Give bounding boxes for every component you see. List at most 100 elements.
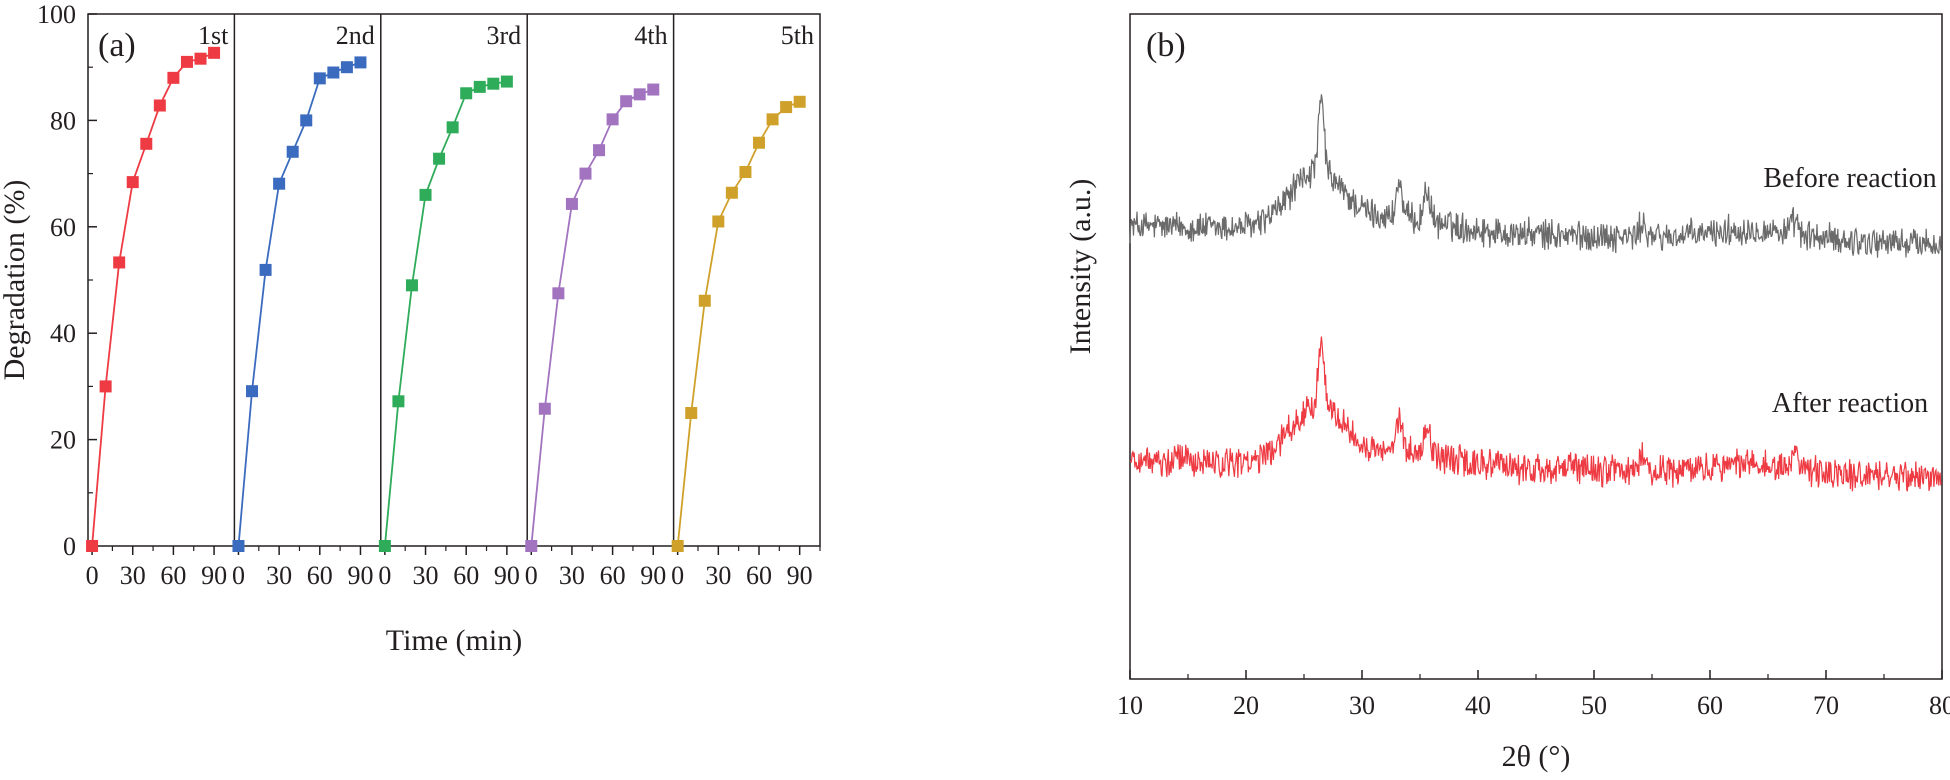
panel-a-degradation-cycles: 0 20 40 60 80 100 0 30 60 90 1st 0 30 60 90 2nd 0 30 60 90 3… — [0, 0, 821, 657]
data-point-4th — [620, 95, 633, 108]
x-tick-label-a: 30 — [120, 561, 146, 590]
panel-label-b: (b) — [1146, 27, 1186, 64]
data-point-1st — [194, 52, 207, 65]
data-point-5th — [793, 95, 806, 108]
data-point-2nd — [273, 177, 286, 190]
plot-frame-b — [1129, 13, 1943, 680]
x-tick-label-b: 60 — [1697, 691, 1723, 720]
x-tick-label-a: 60 — [160, 561, 186, 590]
x-tick-label-a: 90 — [640, 561, 666, 590]
data-point-1st — [153, 99, 166, 112]
series-line-4th — [530, 88, 654, 547]
x-tick-label-a: 30 — [705, 561, 731, 590]
data-point-1st — [180, 55, 193, 68]
x-tick-label-a: 30 — [266, 561, 292, 590]
data-point-4th — [579, 167, 592, 180]
data-point-2nd — [246, 385, 259, 398]
curve-label-after-reaction: After reaction — [1772, 388, 1928, 419]
x-tick-label-b: 80 — [1929, 691, 1950, 720]
data-point-3rd — [378, 540, 391, 552]
data-point-2nd — [300, 114, 313, 127]
data-point-3rd — [419, 188, 432, 201]
data-point-3rd — [473, 80, 486, 93]
data-point-3rd — [500, 75, 513, 88]
series-line-1st — [91, 51, 215, 547]
data-point-1st — [86, 540, 99, 552]
data-point-5th — [671, 540, 684, 552]
data-point-5th — [725, 186, 738, 199]
data-point-1st — [140, 137, 153, 150]
series-line-2nd — [237, 61, 361, 547]
y-tick-label-a: 80 — [50, 106, 76, 135]
y-tick-label-a: 60 — [50, 213, 76, 242]
data-point-3rd — [487, 77, 500, 90]
panel-label-a: (a) — [98, 27, 136, 64]
series-line-3rd — [384, 80, 508, 547]
x-axis-title-b: 2θ (°) — [1502, 740, 1571, 773]
x-tick-label-b: 20 — [1233, 691, 1259, 720]
y-tick-label-a: 40 — [50, 319, 76, 348]
panel-b-xrd-patterns: 10 20 30 40 50 60 70 80 Before reaction After rea… — [1064, 13, 1950, 773]
x-tick-label-a: 0 — [86, 561, 99, 590]
x-tick-label-a: 30 — [413, 561, 439, 590]
data-point-1st — [208, 46, 221, 59]
data-point-3rd — [446, 121, 459, 134]
x-tick-label-a: 60 — [307, 561, 333, 590]
data-point-2nd — [232, 540, 245, 552]
x-tick-label-a: 0 — [378, 561, 391, 590]
data-point-3rd — [460, 87, 473, 100]
data-point-5th — [739, 166, 752, 179]
x-tick-label-b: 70 — [1813, 691, 1839, 720]
data-point-4th — [565, 197, 578, 210]
data-point-4th — [552, 287, 565, 300]
y-tick-label-a: 0 — [63, 532, 76, 561]
cycle-label-1st: 1st — [198, 21, 229, 50]
x-tick-label-a: 0 — [525, 561, 538, 590]
xrd-trace-before-reaction — [1129, 94, 1943, 258]
x-tick-label-b: 40 — [1465, 691, 1491, 720]
data-point-4th — [647, 83, 660, 96]
x-tick-label-a: 30 — [559, 561, 585, 590]
x-tick-label-b: 30 — [1349, 691, 1375, 720]
x-tick-label-a: 90 — [787, 561, 813, 590]
cycle-label-5th: 5th — [781, 21, 814, 50]
y-tick-label-a: 100 — [37, 0, 76, 29]
cycle-label-4th: 4th — [634, 21, 667, 50]
data-point-2nd — [354, 56, 367, 69]
data-point-1st — [126, 176, 139, 189]
x-tick-label-a: 60 — [600, 561, 626, 590]
data-point-3rd — [433, 152, 446, 165]
data-point-5th — [698, 294, 711, 307]
data-point-5th — [712, 215, 725, 228]
series-line-5th — [676, 100, 801, 547]
data-point-4th — [525, 540, 538, 552]
data-point-2nd — [313, 72, 326, 85]
data-point-5th — [753, 136, 765, 149]
x-tick-label-a: 90 — [201, 561, 227, 590]
cycle-label-3rd: 3rd — [487, 21, 522, 50]
x-tick-label-b: 50 — [1581, 691, 1607, 720]
curve-label-before-reaction: Before reaction — [1763, 163, 1936, 194]
data-point-5th — [780, 101, 793, 114]
y-axis-title-a: Degradation (%) — [0, 180, 31, 381]
data-point-2nd — [259, 263, 272, 276]
plot-frame-a — [87, 13, 821, 547]
x-tick-label-a: 0 — [671, 561, 684, 590]
xrd-trace-after-reaction — [1129, 336, 1942, 492]
data-point-4th — [606, 113, 619, 126]
x-tick-label-a: 90 — [347, 561, 373, 590]
data-point-3rd — [405, 279, 418, 292]
y-tick-label-a: 20 — [50, 426, 76, 455]
data-point-1st — [113, 256, 126, 269]
data-point-4th — [538, 402, 551, 415]
data-point-1st — [99, 380, 112, 393]
y-axis-title-b: Intensity (a.u.) — [1064, 179, 1097, 355]
data-point-2nd — [286, 145, 299, 158]
data-point-5th — [766, 113, 779, 126]
data-point-4th — [593, 144, 606, 157]
data-point-2nd — [340, 61, 353, 74]
x-tick-label-a: 60 — [746, 561, 772, 590]
x-tick-label-a: 60 — [453, 561, 479, 590]
data-point-4th — [633, 88, 646, 101]
